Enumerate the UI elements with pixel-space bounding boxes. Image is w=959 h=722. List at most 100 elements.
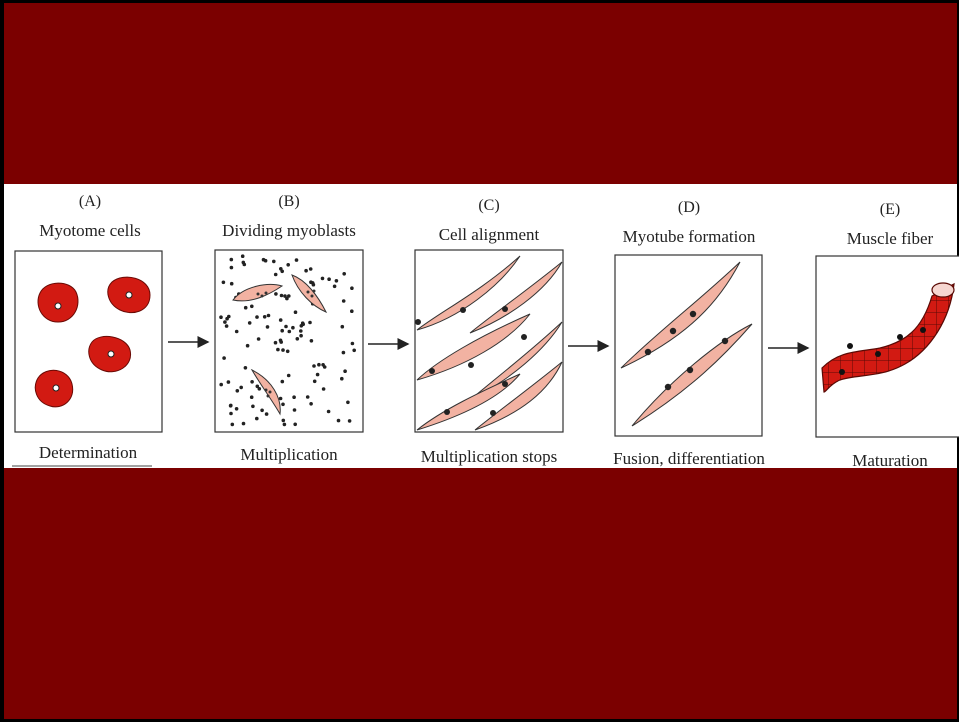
myoblast-dot — [293, 422, 298, 427]
myoblast-dot — [234, 407, 239, 411]
panel-c — [414, 249, 564, 433]
myoblast-dot — [229, 257, 234, 262]
myoblast-dot — [304, 268, 308, 273]
myoblast-dot — [234, 329, 239, 334]
myoblast-dot — [263, 258, 268, 263]
myoblast-dot — [340, 376, 344, 381]
myoblast-dot — [283, 294, 287, 298]
myoblast-dot — [262, 315, 267, 319]
myoblast-dot — [255, 315, 259, 319]
myoblast-dot — [280, 328, 285, 333]
myoblast-dot — [350, 286, 354, 291]
myoblast-dot — [276, 347, 280, 352]
myoblast-dot — [332, 284, 337, 289]
myoblast-dot — [240, 254, 245, 258]
myoblast-dot — [266, 313, 271, 318]
myoblast-dot — [299, 333, 303, 338]
myoblast-dot — [219, 315, 223, 320]
panel-d-letter: (D) — [678, 199, 700, 216]
myoblast-dot — [278, 318, 283, 322]
panel-d-caption: Fusion, differentiation — [613, 449, 765, 468]
myoblast-dot — [241, 260, 246, 265]
myoblast-dot — [279, 267, 283, 271]
myoblast-dot — [257, 387, 262, 391]
fiber-nucleus — [839, 327, 926, 375]
myoblast-dot — [219, 382, 223, 387]
panel-e-title: Muscle fiber — [847, 229, 934, 248]
myoblast-dots — [219, 254, 357, 427]
panel-a-caption: Determination — [39, 443, 138, 462]
myoblast-dot — [287, 329, 292, 334]
myoblast-dot — [321, 363, 325, 367]
myoblast-dot — [315, 372, 320, 377]
myoblast-dot — [265, 325, 270, 329]
panel-b — [214, 249, 364, 433]
myoblast-dot — [285, 296, 289, 301]
muscle-fiber — [821, 282, 955, 393]
myoblast-dot — [279, 293, 284, 298]
panel-a-letter: (A) — [79, 193, 101, 210]
myoblast-dot — [326, 409, 331, 414]
myoblast-dot — [247, 321, 252, 325]
panel-c-caption: Multiplication stops — [421, 447, 557, 466]
myoblast-dot — [225, 316, 229, 321]
myoblast-dot — [341, 299, 346, 303]
myoblast-dot — [294, 258, 299, 262]
myoblast-dot — [312, 364, 316, 368]
myoblast-dot — [250, 380, 254, 384]
myoblast-dot — [264, 412, 269, 416]
myoblast-dot — [229, 281, 234, 286]
myoblast-dot — [228, 404, 233, 408]
myoblast-dot — [286, 373, 291, 378]
myoblast-dot — [230, 422, 235, 427]
panel-a-title: Myotome cells — [39, 221, 141, 240]
myoblast-dot — [292, 408, 297, 412]
myoblast-dot — [249, 395, 254, 400]
cell-nucleus — [52, 291, 133, 392]
panel-c-letter: (C) — [478, 197, 499, 214]
myoblast-dot — [245, 343, 250, 348]
panel-b-letter: (B) — [278, 193, 299, 210]
myoblast-dot — [278, 396, 283, 401]
myoblast-dot — [299, 329, 303, 333]
myoblast-dot — [241, 421, 246, 426]
myoblast-dot — [222, 356, 226, 360]
myoblast-dot — [229, 411, 233, 416]
myoblast-dot — [260, 408, 264, 413]
myoblast-dot — [320, 276, 325, 281]
myoblast-dot — [243, 305, 248, 310]
myoblast-dot — [256, 337, 261, 341]
panel-d-title: Myotube formation — [623, 227, 756, 246]
myoblast-dot — [239, 385, 243, 390]
myoblast-nucleus — [415, 306, 527, 416]
myoblast-dot — [286, 263, 291, 267]
myoblast-dot — [300, 321, 305, 326]
panel-b-frame — [214, 249, 364, 433]
myoblast-dot — [327, 277, 331, 282]
myoblast-dot — [309, 280, 313, 285]
panel-b-caption: Multiplication — [240, 445, 338, 464]
myoblast-dot — [352, 348, 357, 353]
myoblast-dot — [273, 272, 278, 277]
myoblast-dot — [340, 324, 345, 329]
myoblast-dot — [281, 418, 286, 423]
chromosome-marks — [256, 289, 316, 398]
panel-a-frame — [14, 250, 163, 433]
myoblast-dot — [311, 282, 316, 287]
myoblast-dot — [321, 387, 326, 391]
myoblast-dot — [350, 341, 355, 346]
myoblast-dot — [224, 324, 229, 328]
myoblast-dot — [281, 402, 285, 407]
myoblast-dot — [291, 325, 295, 330]
myoblast-dot — [284, 324, 288, 329]
myoblast-dot — [278, 338, 283, 343]
myoblast-dot — [346, 400, 350, 405]
myoblast-dot — [343, 369, 347, 374]
panel-b-title: Dividing myoblasts — [222, 221, 356, 240]
panel-c-title: Cell alignment — [439, 225, 540, 244]
myoblast-dot — [308, 267, 313, 271]
panel-e-caption: Maturation — [852, 451, 928, 470]
myoblast-dot — [243, 366, 248, 370]
myoblast-dot — [309, 339, 314, 343]
